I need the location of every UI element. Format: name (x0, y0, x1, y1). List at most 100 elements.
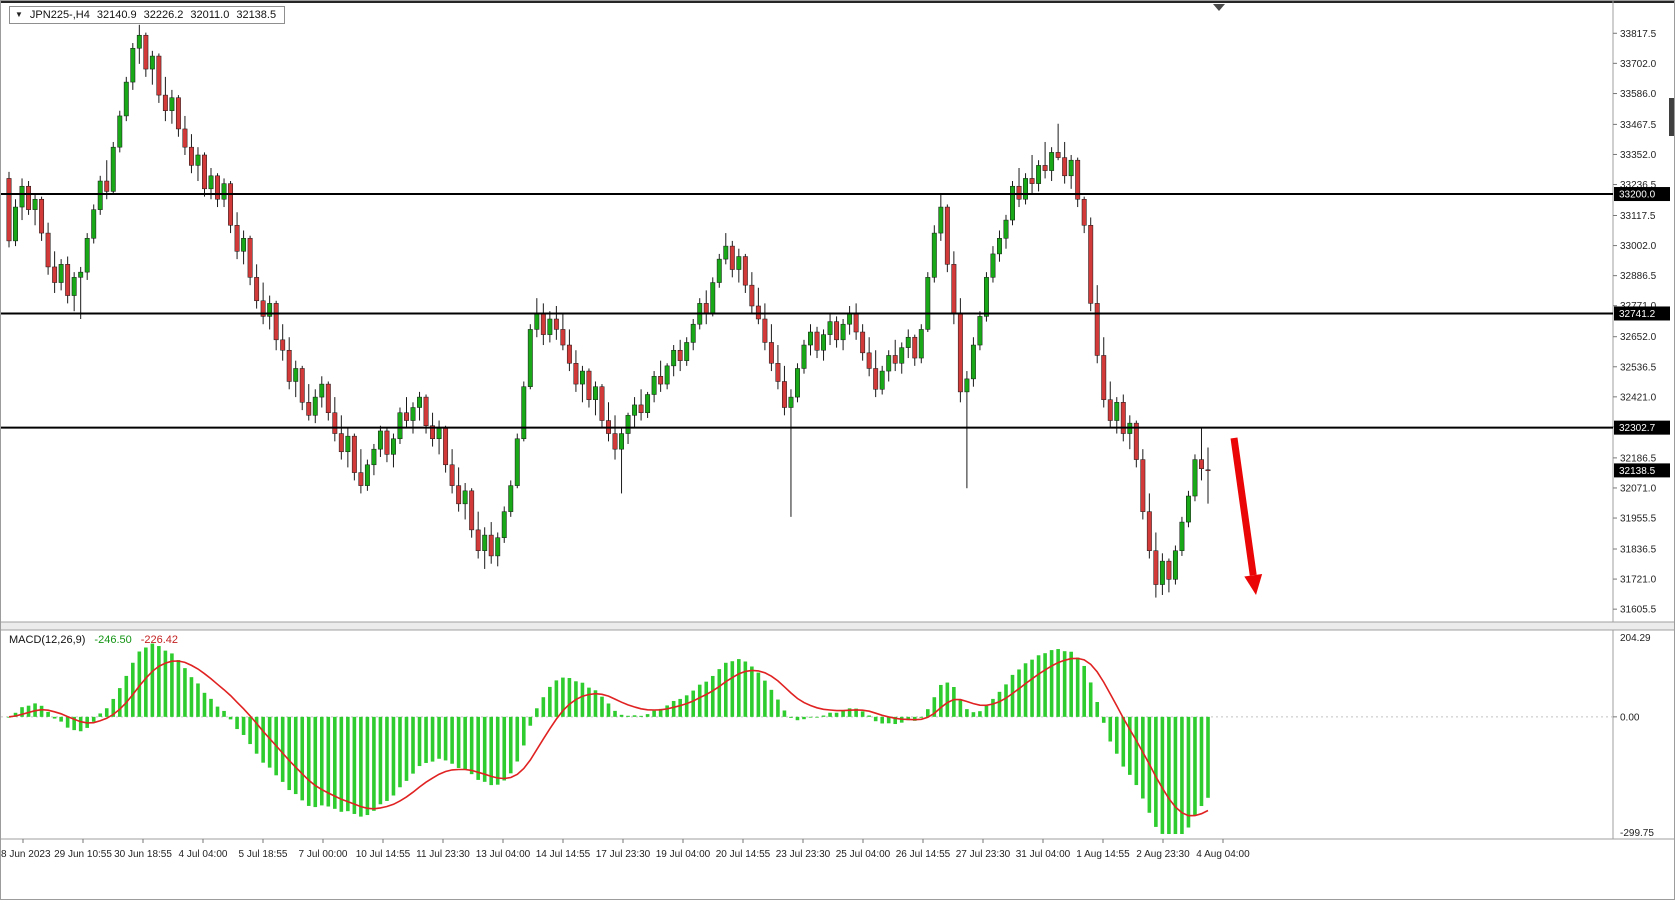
time-tick-label: 30 Jun 18:55 (114, 849, 172, 860)
macd-axis[interactable]: 204.29 0.00 -299.75 (1613, 633, 1654, 839)
macd-bar (821, 715, 826, 717)
macd-bar (932, 697, 937, 717)
macd-bar (248, 716, 252, 745)
candle-up (117, 115, 123, 148)
macd-bar (789, 716, 793, 718)
candle-up (58, 264, 64, 283)
candle-up (1192, 459, 1198, 497)
candle-down (202, 154, 207, 190)
price-axis[interactable]: 33817.5 33702.0 33586.0 33467.5 33352.0 33236… (1613, 29, 1657, 616)
macd-bar (841, 710, 845, 717)
macd-bar (795, 716, 800, 721)
time-tick-label: 13 Jul 04:00 (476, 849, 531, 860)
candle-down (488, 534, 494, 557)
candle-up (241, 238, 247, 252)
macd-bar (39, 705, 44, 717)
macd-bar (365, 716, 370, 816)
one-click-trading-arrow-icon[interactable]: ▼ (15, 10, 23, 19)
candle-down (1042, 165, 1048, 171)
candle-down (175, 97, 181, 130)
price-tick-label: 32071.0 (1620, 483, 1657, 494)
hline-price-label-text: 32741.2 (1619, 309, 1656, 320)
macd-name: MACD(12,26,9) (9, 634, 86, 646)
time-tick-label: 4 Jul 04:00 (179, 849, 228, 860)
candle-down (228, 183, 234, 226)
macd-bar (750, 666, 754, 717)
candle-down (384, 430, 390, 455)
macd-signal-value: -226.42 (140, 634, 179, 646)
candle-down (351, 435, 357, 473)
candle-down (306, 402, 312, 416)
macd-bar (665, 705, 669, 717)
candle-up (97, 180, 103, 210)
macd-bar (313, 716, 318, 808)
macd-bar (567, 678, 572, 717)
candle-down (1146, 511, 1152, 551)
time-tick-label: 20 Jul 14:55 (716, 849, 771, 860)
macd-bar (671, 700, 676, 717)
candle-up (123, 81, 129, 117)
candle-down (599, 386, 605, 421)
candle-up (905, 336, 911, 348)
macd-bar (235, 716, 239, 730)
macd-bar (293, 716, 298, 795)
macd-bar (528, 716, 533, 726)
candle-down (1205, 469, 1211, 472)
macd-bar (1173, 716, 1178, 834)
macd-bar (385, 716, 389, 801)
candle-down (762, 318, 768, 343)
symbol-name: JPN225-,H4 (29, 9, 90, 21)
candle-down (247, 238, 253, 278)
candle-down (443, 428, 449, 466)
candle-down (957, 313, 963, 393)
macd-bar (1036, 655, 1041, 717)
macd-bar (267, 716, 272, 768)
candle-up (312, 396, 318, 416)
macd-bar (1043, 653, 1047, 717)
candle-up (808, 331, 813, 346)
ohlc-low: 32011.0 (190, 9, 230, 21)
candle-up (964, 378, 970, 393)
candle-up (1023, 178, 1028, 200)
macd-bar (997, 691, 1002, 717)
scrollbar-thumb[interactable] (1669, 98, 1675, 136)
macd-bar (652, 710, 656, 717)
chart-shift-marker[interactable] (1213, 4, 1225, 11)
candle-down (834, 321, 840, 341)
macd-bar (1199, 716, 1204, 807)
trend-arrow[interactable] (1230, 437, 1263, 595)
hline-price-label (1614, 187, 1670, 202)
candle-up (931, 232, 937, 278)
candle-up (710, 282, 716, 315)
time-tick-label: 11 Jul 23:30 (416, 849, 470, 860)
macd-bar (300, 716, 305, 801)
macd-bar (978, 711, 982, 717)
macd-bar (1062, 651, 1067, 717)
pane-splitter[interactable] (1, 622, 1675, 630)
candle-down (475, 529, 481, 551)
macd-bar (489, 716, 494, 786)
price-tick-label: 33817.5 (1620, 29, 1657, 40)
candle-down (703, 303, 709, 315)
price-tick-label: 31721.0 (1620, 575, 1657, 586)
macd-bar (639, 715, 643, 717)
candle-down (677, 349, 683, 361)
macd-bar (482, 716, 487, 782)
macd-bar (1049, 650, 1054, 717)
macd-bar (1180, 716, 1184, 834)
macd-bar (1160, 716, 1165, 834)
candle-down (612, 433, 618, 450)
price-tick-label: 33002.0 (1620, 241, 1657, 252)
macd-bar (476, 716, 480, 780)
candle-down (299, 368, 305, 403)
candle-down (1166, 560, 1172, 580)
candle-down (768, 342, 774, 364)
candle-down (873, 368, 879, 390)
candle-up (19, 185, 25, 208)
macd-bar (228, 716, 233, 720)
macd-bar (867, 715, 871, 717)
macd-bar (769, 689, 774, 717)
candle-up (91, 209, 97, 239)
